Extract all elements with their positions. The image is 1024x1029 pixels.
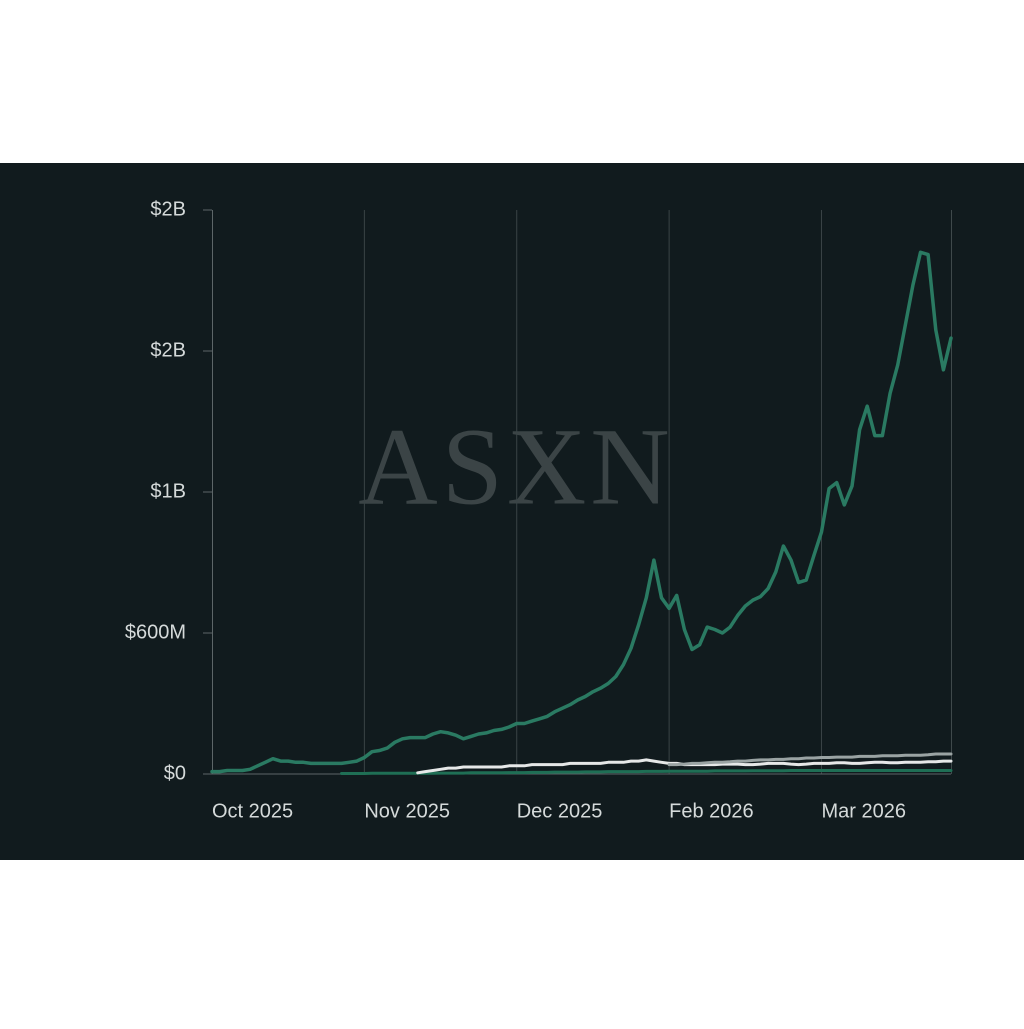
x-tick-label: Dec 2025 [517, 800, 603, 822]
y-tick-label: $600M [125, 621, 186, 643]
series-line [210, 250, 953, 774]
y-tick-label: $1B [150, 480, 186, 502]
series-line [340, 769, 953, 775]
x-tick-label: Nov 2025 [364, 800, 450, 822]
series-line [667, 752, 953, 767]
y-tick-label: $0 [164, 762, 186, 784]
watermark: ASXN [358, 405, 674, 527]
y-tick-label: $2B [150, 198, 186, 220]
x-tick-label: Mar 2026 [821, 800, 906, 822]
panel [0, 163, 1024, 860]
x-tick-label: Feb 2026 [669, 800, 754, 822]
x-tick-label: Oct 2025 [212, 800, 293, 822]
y-tick-label: $2B [150, 339, 186, 361]
